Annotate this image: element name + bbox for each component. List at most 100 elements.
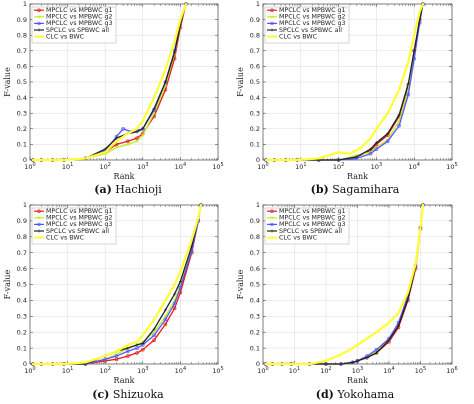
y-tick-label: 0.2 [17, 125, 27, 133]
x-axis-label: Rank [347, 172, 368, 181]
x-tick-label: 103 [137, 366, 148, 375]
y-tick-label: 0 [23, 156, 27, 164]
panel-caption: (d) Yokohama [316, 388, 395, 401]
y-tick-label: 0.7 [17, 249, 27, 257]
y-tick-label: 1 [23, 201, 27, 209]
legend-marker [270, 216, 274, 220]
data-point [406, 92, 411, 97]
x-tick-label: 102 [99, 162, 110, 171]
y-tick-label: 0.6 [17, 265, 27, 273]
y-tick-label: 0.9 [250, 16, 260, 24]
data-point [163, 322, 168, 327]
x-tick-label: 103 [371, 162, 382, 171]
x-tick-label: 105 [446, 162, 457, 171]
legend-marker [37, 209, 41, 213]
x-tick-label: 104 [175, 366, 186, 375]
x-tick-label: 106 [446, 366, 457, 375]
y-tick-label: 1 [23, 0, 27, 8]
legend-marker [270, 21, 274, 26]
y-tick-label: 0.3 [17, 313, 27, 321]
legend-box [31, 6, 117, 44]
legend-entry: CLC vs BWC [46, 234, 85, 241]
legend-entry: MPCLC vs MPBWC g3 [279, 221, 346, 228]
y-tick-label: 0.7 [250, 47, 260, 55]
data-point [368, 151, 373, 156]
x-axis-label: Rank [114, 376, 135, 385]
data-point [135, 351, 139, 355]
y-tick-label: 0.8 [17, 31, 27, 39]
y-tick-label: 0.7 [17, 47, 27, 55]
x-axis-label: Rank [114, 172, 135, 181]
x-tick-label: 102 [99, 366, 110, 375]
x-tick-label: 104 [175, 162, 186, 171]
data-point [178, 285, 183, 290]
data-point [135, 130, 139, 134]
y-tick-label: 0 [23, 360, 27, 368]
data-point [397, 123, 401, 128]
y-tick-label: 0.5 [250, 281, 260, 289]
x-axis-label: Rank [347, 376, 368, 385]
data-point [135, 346, 139, 350]
data-point [126, 346, 130, 350]
x-tick-label: 102 [320, 366, 331, 375]
legend-entry: MPCLC vs MPBWC g1 [46, 208, 113, 215]
data-point [163, 80, 167, 84]
legend-marker [37, 8, 41, 12]
data-point [152, 107, 156, 111]
y-tick-label: 1 [256, 0, 260, 8]
panel-caption: (a) Hachioji [94, 183, 162, 196]
data-point [172, 301, 177, 306]
legend-entry: MPCLC vs MPBWC g1 [279, 208, 346, 215]
legend-marker [270, 209, 274, 213]
y-tick-label: 0.9 [250, 217, 260, 225]
data-point [126, 349, 130, 354]
x-tick-label: 101 [62, 366, 73, 375]
legend-entry: MPCLC vs MPBWC g3 [46, 221, 113, 228]
y-axis-label: F-value [236, 269, 245, 299]
legend-marker [270, 229, 274, 233]
y-tick-label: 0.1 [250, 141, 260, 149]
data-point [355, 155, 359, 159]
data-point [365, 356, 369, 360]
legend-entry: MPCLC vs MPBWC g3 [46, 20, 113, 27]
legend-entry: SPCLC vs SPBWC all [46, 228, 109, 235]
x-tick-label: 100 [24, 366, 35, 375]
data-point [121, 127, 125, 131]
y-tick-label: 0.9 [17, 217, 27, 225]
series-line-5 [31, 2, 187, 162]
data-point [126, 354, 130, 358]
data-point [387, 338, 391, 342]
legend-entry: MPCLC vs MPBWC g2 [279, 14, 346, 21]
legend-entry: SPCLC vs SPBWC all [279, 228, 342, 235]
data-point [152, 327, 156, 331]
legend-entry: MPCLC vs MPBWC g2 [46, 14, 113, 21]
chart-panel-4: 0 0.1 0.2 0.3 0.4 0.5 0.6 0.7 0.8 0.9 1 100 101 102 10… [236, 201, 458, 401]
data-point [114, 142, 119, 147]
data-point [374, 347, 379, 352]
legend-entry: MPCLC vs MPBWC g2 [279, 215, 346, 222]
data-point [374, 141, 378, 145]
legend-entry: CLC vs BWC [46, 33, 85, 40]
legend-marker [270, 8, 274, 12]
data-point [126, 142, 130, 147]
data-point [190, 244, 194, 248]
legend-marker [37, 28, 41, 32]
legend-entry: SPCLC vs SPBWC all [46, 27, 109, 34]
data-point [369, 147, 373, 151]
data-point [152, 333, 156, 338]
legend-entry: MPCLC vs MPBWC g3 [279, 20, 346, 27]
legend-entry: MPCLC vs MPBWC g1 [46, 7, 113, 14]
chart-panel-3: 0 0.1 0.2 0.3 0.4 0.5 0.6 0.7 0.8 0.9 1 100 101 102 10… [3, 201, 224, 401]
data-point [135, 139, 139, 143]
data-point [397, 113, 401, 117]
y-tick-label: 0.9 [17, 16, 27, 24]
data-point [374, 351, 378, 355]
y-tick-label: 0.3 [17, 109, 27, 117]
x-tick-label: 104 [383, 366, 394, 375]
x-tick-label: 100 [257, 366, 268, 375]
chart-panel-1: 0 0.1 0.2 0.3 0.4 0.5 0.6 0.7 0.8 0.9 1 100 101 102 10… [3, 0, 224, 196]
data-point [173, 292, 177, 296]
